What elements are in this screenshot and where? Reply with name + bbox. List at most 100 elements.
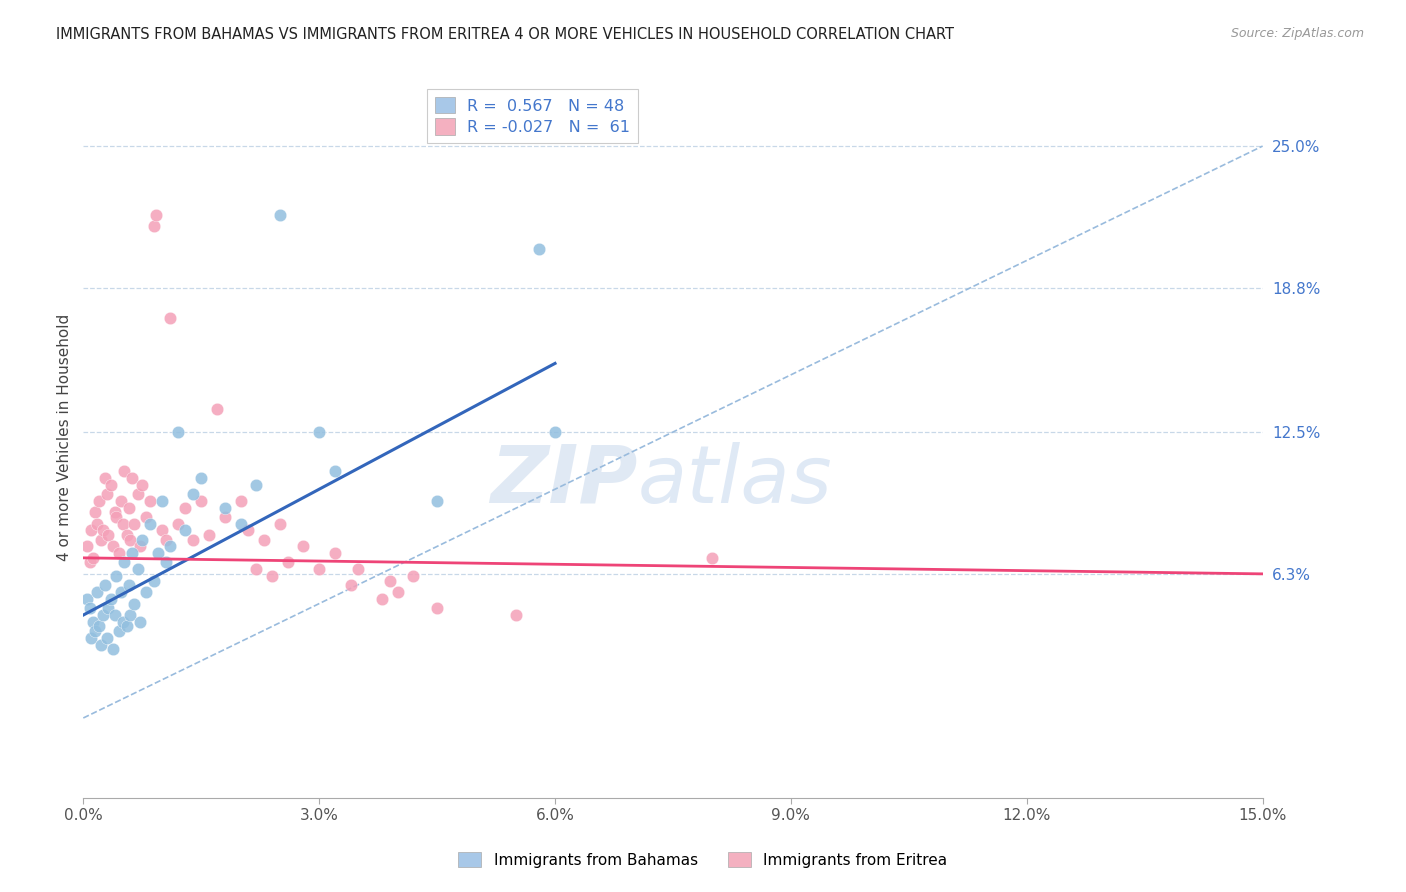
Point xyxy=(127,562,149,576)
Point xyxy=(120,533,142,547)
Point xyxy=(118,578,141,592)
Point xyxy=(87,493,110,508)
Point xyxy=(183,533,205,547)
Point xyxy=(229,516,252,531)
Point xyxy=(159,540,181,554)
Point xyxy=(166,425,188,439)
Point xyxy=(111,615,134,629)
Point xyxy=(96,487,118,501)
Point xyxy=(269,516,291,531)
Point xyxy=(544,425,567,439)
Point xyxy=(155,556,177,570)
Point xyxy=(131,533,153,547)
Point xyxy=(112,556,135,570)
Point xyxy=(214,509,236,524)
Legend: Immigrants from Bahamas, Immigrants from Eritrea: Immigrants from Bahamas, Immigrants from… xyxy=(451,845,955,875)
Point xyxy=(139,516,162,531)
Point xyxy=(124,516,146,531)
Point xyxy=(107,546,129,560)
Point xyxy=(84,624,107,638)
Point xyxy=(96,631,118,645)
Text: IMMIGRANTS FROM BAHAMAS VS IMMIGRANTS FROM ERITREA 4 OR MORE VEHICLES IN HOUSEHO: IMMIGRANTS FROM BAHAMAS VS IMMIGRANTS FR… xyxy=(56,27,955,42)
Y-axis label: 4 or more Vehicles in Household: 4 or more Vehicles in Household xyxy=(58,314,72,561)
Point xyxy=(143,219,166,234)
Point xyxy=(402,569,425,583)
Point xyxy=(308,425,330,439)
Point xyxy=(135,509,157,524)
Point xyxy=(143,574,166,588)
Text: Source: ZipAtlas.com: Source: ZipAtlas.com xyxy=(1230,27,1364,40)
Point xyxy=(100,477,122,491)
Point xyxy=(129,615,152,629)
Point xyxy=(229,493,252,508)
Point xyxy=(121,471,143,485)
Legend: R =  0.567   N = 48, R = -0.027   N =  61: R = 0.567 N = 48, R = -0.027 N = 61 xyxy=(427,89,638,143)
Point xyxy=(269,208,291,222)
Point xyxy=(76,540,98,554)
Point xyxy=(79,556,101,570)
Point xyxy=(105,509,128,524)
Point xyxy=(323,464,346,478)
Point xyxy=(150,524,173,538)
Point xyxy=(260,569,283,583)
Point xyxy=(245,562,267,576)
Point xyxy=(110,585,132,599)
Text: atlas: atlas xyxy=(637,442,832,520)
Point xyxy=(205,402,228,417)
Point xyxy=(347,562,370,576)
Point xyxy=(84,505,107,519)
Point xyxy=(111,516,134,531)
Point xyxy=(86,516,108,531)
Point xyxy=(505,608,527,623)
Point xyxy=(135,585,157,599)
Point xyxy=(101,642,124,657)
Point xyxy=(118,500,141,515)
Point xyxy=(214,500,236,515)
Point xyxy=(120,608,142,623)
Point xyxy=(127,487,149,501)
Point xyxy=(159,310,181,325)
Point xyxy=(245,477,267,491)
Point xyxy=(104,608,127,623)
Point xyxy=(371,592,394,607)
Point xyxy=(146,546,169,560)
Point xyxy=(198,528,221,542)
Point xyxy=(190,471,212,485)
Point xyxy=(110,493,132,508)
Point xyxy=(105,569,128,583)
Point xyxy=(107,624,129,638)
Point xyxy=(94,578,117,592)
Point xyxy=(308,562,330,576)
Point xyxy=(90,638,112,652)
Point xyxy=(101,540,124,554)
Point xyxy=(82,615,104,629)
Point xyxy=(115,619,138,633)
Point xyxy=(387,585,409,599)
Point xyxy=(139,493,162,508)
Point xyxy=(131,477,153,491)
Point xyxy=(426,601,449,615)
Point xyxy=(82,550,104,565)
Point xyxy=(155,533,177,547)
Point xyxy=(115,528,138,542)
Point xyxy=(339,578,361,592)
Point xyxy=(76,592,98,607)
Point xyxy=(323,546,346,560)
Point xyxy=(190,493,212,508)
Point xyxy=(145,208,167,222)
Point xyxy=(238,524,260,538)
Point xyxy=(277,556,299,570)
Point xyxy=(529,242,551,256)
Point xyxy=(166,516,188,531)
Point xyxy=(174,524,197,538)
Point xyxy=(124,597,146,611)
Point xyxy=(87,619,110,633)
Point xyxy=(97,601,120,615)
Point xyxy=(426,493,449,508)
Point xyxy=(94,471,117,485)
Point xyxy=(183,487,205,501)
Point xyxy=(91,608,114,623)
Point xyxy=(129,540,152,554)
Point xyxy=(100,592,122,607)
Point xyxy=(90,533,112,547)
